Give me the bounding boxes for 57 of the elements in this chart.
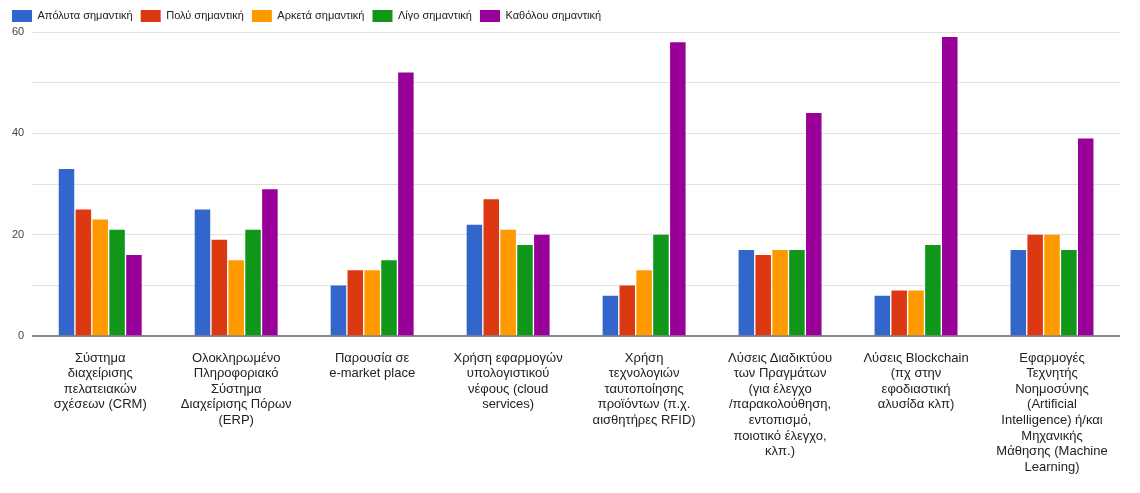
x-tick-label: Λύσεις Blockchain (πχ στην εφοδιαστική αλυσίδα κλπ) <box>863 349 969 412</box>
bar <box>347 270 364 336</box>
x-tick-label: Εφαρμογές Τεχνητής Νοημοσύνης (Artificial Intelligence) ή/και Μηχανικής Μάθησης (Machine Learning) <box>996 349 1108 474</box>
bar <box>1077 138 1094 336</box>
x-tick-label: Σύστημα διαχείρισης πελατειακών σχέσεων (CRM) <box>53 349 147 412</box>
bar <box>483 199 500 336</box>
bar <box>75 209 92 336</box>
bar <box>891 290 907 336</box>
bar <box>1061 250 1077 336</box>
bar <box>381 260 397 336</box>
bar <box>109 229 125 336</box>
bar <box>364 270 380 336</box>
bar <box>1044 234 1060 336</box>
bar <box>58 168 75 336</box>
bar <box>517 244 533 336</box>
bar <box>330 285 347 336</box>
bar <box>942 37 958 336</box>
x-tick-label: Χρήση εφαρμογών υπολογιστικού νέφους (cloud services) <box>453 349 563 412</box>
bar <box>755 255 771 336</box>
bar <box>126 255 142 336</box>
bar <box>772 250 788 336</box>
bar <box>670 42 686 336</box>
bar <box>534 234 550 336</box>
bar <box>398 72 414 336</box>
bar <box>1010 250 1027 336</box>
bar <box>466 224 483 336</box>
y-tick-label: 60 <box>11 25 25 38</box>
bar <box>228 260 244 336</box>
legend-label: Αρκετά σημαντική <box>277 9 365 22</box>
bar <box>1027 234 1043 336</box>
legend-label: Πολύ σημαντική <box>166 9 244 22</box>
bar <box>602 295 619 336</box>
bar <box>636 270 652 336</box>
x-tick-label: Ολοκληρωμένο Πληροφοριακό Σύστημα Διαχείρισης Πόρων (ERP) <box>180 349 292 427</box>
x-tick-label: Χρήση τεχνολογιών ταυτοποίησης προϊόντων (π.χ. αισθητήρες RFID) <box>592 349 696 427</box>
bar <box>211 239 228 336</box>
bar <box>925 244 941 336</box>
bar <box>908 290 924 336</box>
bar <box>92 219 108 336</box>
y-tick-label: 40 <box>11 126 25 139</box>
bar <box>874 295 891 336</box>
legend-label: Λίγο σημαντική <box>397 9 472 22</box>
x-tick-label: Παρουσία σε e-market place <box>329 349 416 381</box>
bar <box>245 229 261 336</box>
legend-label: Απόλυτα σημαντική <box>37 9 133 22</box>
bar <box>653 234 669 336</box>
bar <box>738 250 755 336</box>
bar <box>806 113 822 336</box>
bar <box>789 250 805 336</box>
bar <box>194 209 211 336</box>
bar <box>500 229 516 336</box>
bar <box>262 189 278 336</box>
y-tick-label: 20 <box>11 227 25 240</box>
bar <box>619 285 635 336</box>
legend-label: Καθόλου σημαντική <box>505 9 602 22</box>
x-tick-label: Λύσεις Διαδικτύου των Πραγμάτων (για έλεγχο /παρακολούθηση, εντοπισμό, ποιοτικό έλεγχο, κλπ.) <box>728 349 833 459</box>
y-tick-label: 0 <box>18 329 25 342</box>
